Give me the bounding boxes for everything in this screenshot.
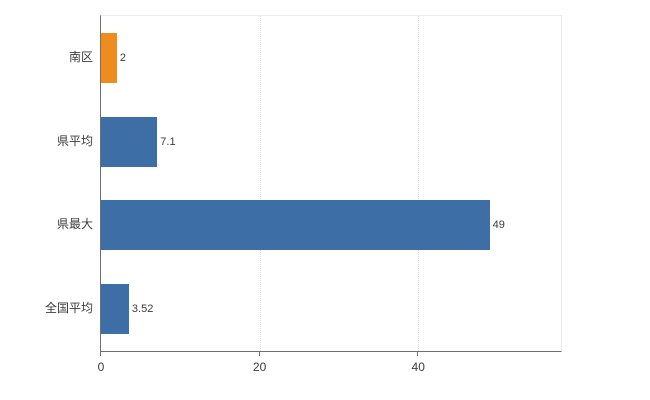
bar-value-label: 2: [119, 51, 126, 64]
x-tick-label: 20: [252, 360, 267, 374]
x-gridline: [259, 16, 261, 351]
x-tick-label: 0: [97, 360, 105, 374]
bar-4: [101, 284, 129, 335]
y-axis-label: 全国平均: [44, 301, 93, 316]
x-tick-label: 40: [411, 360, 425, 374]
bar-value-label: 7.1: [160, 135, 176, 148]
plot-area: 0 20 40 2 7.1 49 3.52: [98, 15, 562, 374]
bar-value-label: 3.52: [131, 303, 154, 316]
x-gridline: [418, 16, 420, 351]
bar-value-label: 49: [492, 219, 505, 232]
bar-1: [101, 32, 117, 83]
x-axis-tick: [417, 351, 419, 356]
bar-3: [101, 200, 490, 251]
x-axis-tick: [100, 351, 101, 356]
y-axis-label: 県平均: [56, 133, 93, 148]
x-axis-tick: [258, 351, 260, 356]
y-axis-label: 南区: [68, 49, 93, 64]
y-axis-label: 県最大: [56, 217, 93, 232]
bar-2: [101, 116, 158, 167]
